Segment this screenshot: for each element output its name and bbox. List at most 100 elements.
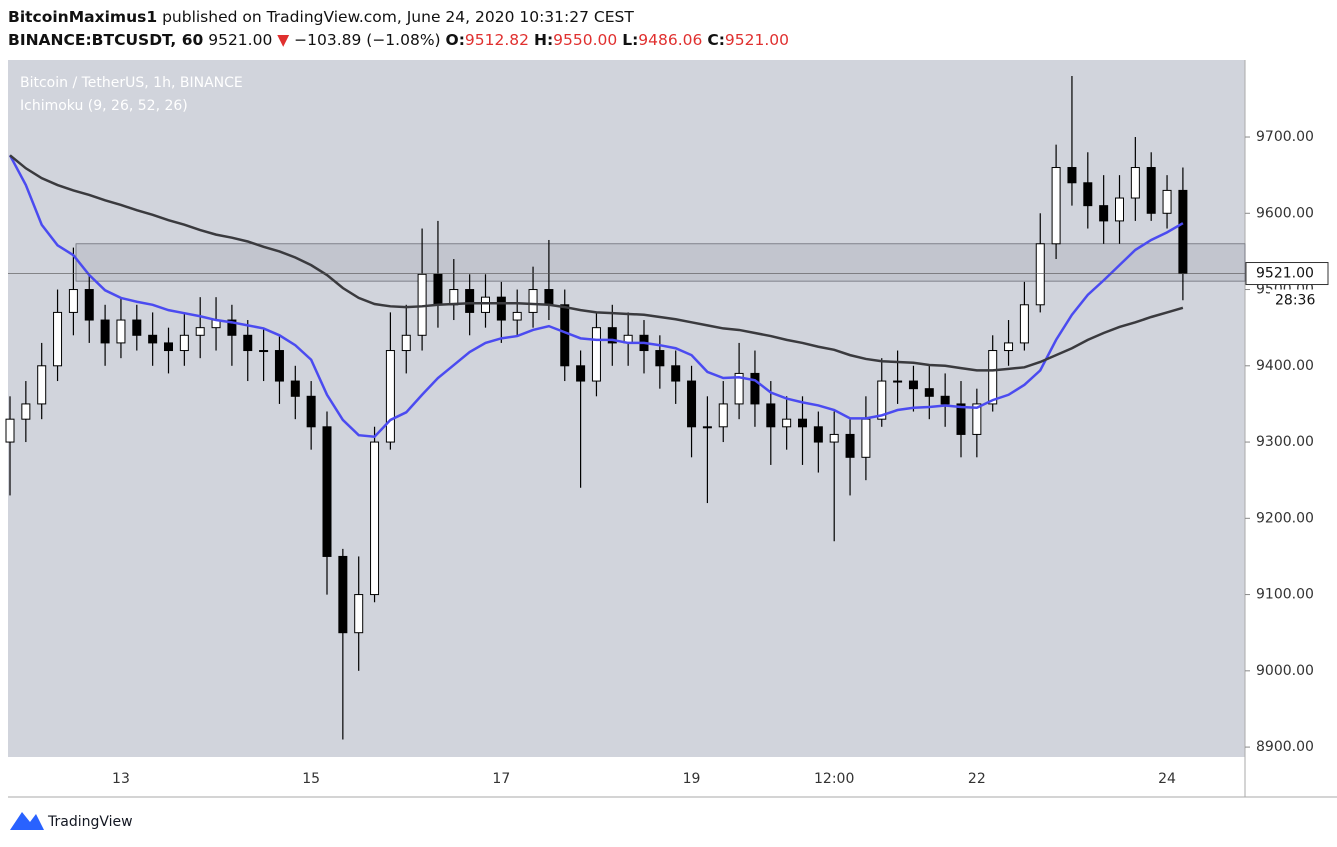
indicator-legend: Ichimoku (9, 26, 52, 26): [20, 98, 188, 114]
x-tick-label: 19: [683, 771, 701, 787]
candle-body: [1067, 167, 1077, 184]
candle-body: [544, 289, 554, 306]
x-tick-label: 24: [1158, 771, 1176, 787]
candle-body: [1051, 167, 1061, 245]
candle-body: [481, 296, 490, 313]
candle-body: [290, 380, 300, 397]
candle-body: [449, 289, 459, 306]
candle-body: [576, 365, 586, 382]
y-tick-label: 9400.00: [1256, 358, 1314, 374]
candle-body: [322, 426, 332, 557]
ohlc-value: 9512.82: [464, 31, 530, 49]
candle-body: [702, 426, 712, 429]
candle-body: [116, 319, 126, 344]
last: 9521.00: [208, 31, 273, 49]
ohlc-label: C:: [707, 31, 725, 49]
tv-logo: [10, 812, 44, 830]
candle-body: [68, 289, 78, 313]
candle-body: [734, 372, 744, 405]
candle-body: [274, 350, 284, 382]
chart-title: Bitcoin / TetherUS, 1h, BINANCE: [20, 75, 243, 91]
symbol: BINANCE:BTCUSDT, 60: [8, 31, 204, 49]
y-tick-label: 9700.00: [1256, 129, 1314, 145]
candle-body: [100, 319, 110, 344]
y-tick-label: 9200.00: [1256, 510, 1314, 526]
x-tick-label: 15: [302, 771, 320, 787]
price-box: [1245, 262, 1329, 286]
candle-body: [465, 289, 475, 313]
candle-body: [1035, 243, 1045, 306]
ohlc-value: 9550.00: [553, 31, 618, 49]
plot-bg: [8, 60, 1245, 757]
y-tick-label: 9600.00: [1256, 205, 1314, 221]
candle-body: [1083, 182, 1093, 207]
candle-body: [385, 350, 395, 443]
candle-body: [1019, 304, 1029, 344]
candle-body: [829, 433, 839, 443]
candle-body: [1099, 205, 1109, 222]
candle-body: [766, 403, 776, 428]
candle-body: [687, 380, 697, 428]
ohlc-label: L:: [622, 31, 639, 49]
candle-body: [1115, 197, 1124, 222]
y-tick-label: 9300.00: [1256, 434, 1314, 450]
publish-line: BitcoinMaximus1 published on TradingView…: [8, 6, 789, 29]
header: BitcoinMaximus1 published on TradingView…: [8, 6, 789, 52]
candle-body: [655, 350, 665, 367]
candle-body: [1162, 189, 1172, 214]
candle-body: [877, 380, 887, 420]
candle-body: [560, 304, 570, 367]
arrow: ▼: [277, 31, 290, 49]
candle-body: [132, 319, 142, 336]
candle-body: [148, 334, 158, 344]
candles: [5, 76, 1188, 740]
candle-body: [528, 289, 538, 313]
author: BitcoinMaximus1: [8, 8, 158, 26]
x-tick-label: 13: [112, 771, 130, 787]
candle-body: [401, 334, 411, 352]
ohlc: O:9512.82 H:9550.00 L:9486.06 C:9521.00: [446, 31, 789, 49]
ma-line: [9, 154, 1184, 372]
brand: TradingView: [47, 814, 133, 830]
candle-body: [988, 350, 998, 405]
candle-body: [607, 327, 617, 344]
candle-body: [84, 289, 94, 321]
y-tick-label: 8900.00: [1256, 739, 1314, 755]
change: −103.89 (−1.08%): [294, 31, 441, 49]
candle-body: [338, 555, 348, 634]
ohlc-label: O:: [445, 31, 465, 49]
candle-body: [164, 342, 173, 352]
candle-body: [53, 311, 63, 367]
price-label: 9521.00: [1256, 266, 1314, 282]
candle-body: [21, 403, 31, 420]
candle-body: [354, 594, 364, 634]
ma-line: [8, 154, 1184, 439]
candle-body: [259, 350, 269, 353]
candle-body: [718, 403, 728, 428]
ohlc-label: H:: [533, 31, 554, 49]
candle-body: [227, 319, 237, 336]
published: published on TradingView.com, June 24, 2…: [162, 8, 634, 26]
candle-body: [1004, 342, 1014, 352]
candle-body: [861, 418, 871, 458]
candle-body: [798, 418, 807, 428]
candle-body: [496, 296, 506, 321]
y-tick-label: 9000.00: [1256, 663, 1314, 679]
candle-body: [195, 327, 205, 336]
candle-body: [671, 365, 681, 382]
candle-body: [370, 441, 380, 596]
candle-body: [306, 395, 316, 428]
candle-body: [908, 380, 918, 390]
candle-body: [924, 388, 934, 397]
ohlc-value: 9521.00: [724, 31, 789, 49]
candle-body: [972, 403, 982, 435]
candle-body: [37, 365, 47, 405]
x-tick-label: 12:00: [814, 771, 854, 787]
x-tick-label: 17: [492, 771, 510, 787]
candle-body: [1130, 167, 1140, 199]
candle-body: [179, 334, 189, 352]
candle-body: [5, 418, 15, 443]
candle-body: [956, 403, 966, 435]
candle-body: [1178, 189, 1188, 275]
candle-body: [591, 327, 601, 382]
